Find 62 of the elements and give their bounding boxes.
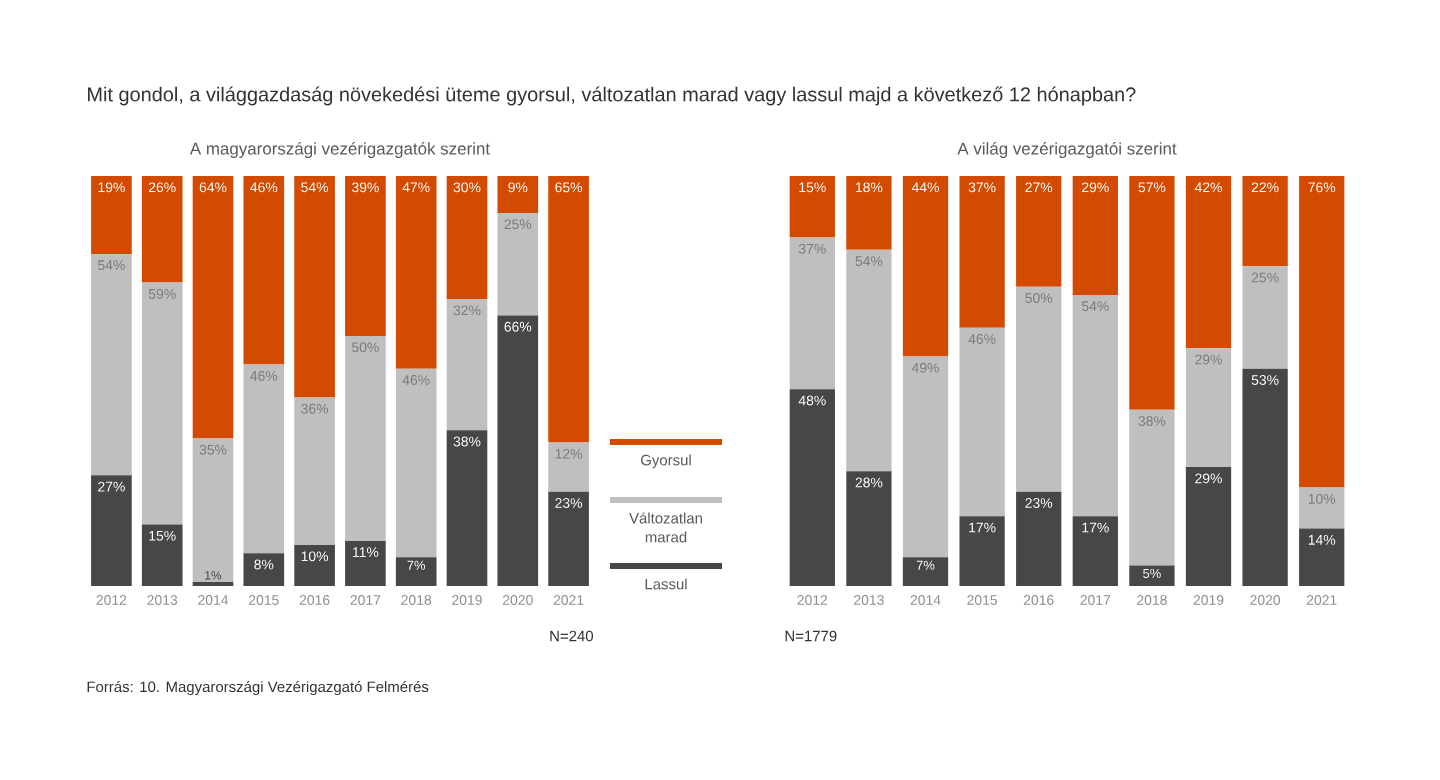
- bar: [294, 175, 335, 398]
- bar: [91, 253, 132, 476]
- bar: [446, 298, 488, 431]
- bar: [959, 175, 1005, 328]
- bar: [1129, 409, 1175, 566]
- bar: [1072, 175, 1118, 295]
- bar: [548, 491, 589, 586]
- bar: [902, 175, 949, 357]
- bar: [141, 524, 183, 586]
- bar: [1242, 368, 1288, 586]
- bar: [243, 553, 285, 586]
- bar: [902, 557, 949, 586]
- bar: [1299, 528, 1345, 586]
- bar: [345, 175, 386, 336]
- bar: [959, 516, 1005, 586]
- bar: [1185, 467, 1232, 586]
- bar: [1242, 266, 1288, 369]
- bar: [846, 249, 892, 472]
- bar: [1299, 175, 1345, 488]
- bar: [789, 175, 835, 238]
- chart-title: Mit gondol, a világgazdaság növekedési üteme gyorsul, változatlan marad vagy lassul majd a következő 12 hónapban?: [88, 86, 1136, 106]
- bar: [395, 175, 437, 369]
- bar: [1185, 175, 1232, 349]
- chart-subtitle: A világ vezérigazgatói szerint: [957, 142, 1177, 158]
- bar: [959, 327, 1005, 517]
- bar: [446, 430, 488, 586]
- bar: [497, 212, 539, 316]
- bar: [1129, 175, 1175, 410]
- bar: [1016, 175, 1062, 287]
- bar: [395, 557, 437, 586]
- bar: [345, 335, 386, 541]
- bar: [1185, 348, 1232, 468]
- bar: [497, 315, 539, 586]
- bar: [192, 175, 234, 439]
- bar: [902, 356, 949, 558]
- bar: [446, 175, 488, 299]
- bar: [141, 282, 183, 525]
- bar: [1129, 565, 1175, 586]
- bar: [141, 175, 183, 283]
- bar: [789, 389, 835, 586]
- bar: [497, 175, 539, 213]
- bar: [789, 237, 835, 390]
- bar: [395, 368, 437, 558]
- bar: [294, 397, 335, 545]
- bar: [1072, 516, 1118, 586]
- bar: [192, 438, 234, 582]
- bar: [1016, 491, 1062, 586]
- bar: [548, 175, 589, 443]
- bar: [294, 545, 335, 586]
- bar: [1016, 286, 1062, 492]
- bar: [345, 540, 386, 586]
- bar: [243, 364, 285, 554]
- chart-subtitle: A magyarországi vezérigazgatók szerint: [189, 142, 490, 158]
- bar: [846, 471, 892, 586]
- bar: [1242, 175, 1288, 267]
- bar: [91, 475, 132, 586]
- bar: [548, 442, 589, 492]
- bar: [91, 175, 132, 254]
- bar: [1299, 487, 1345, 529]
- bar: [243, 175, 285, 365]
- bar: [846, 175, 892, 250]
- bar: [1072, 294, 1118, 517]
